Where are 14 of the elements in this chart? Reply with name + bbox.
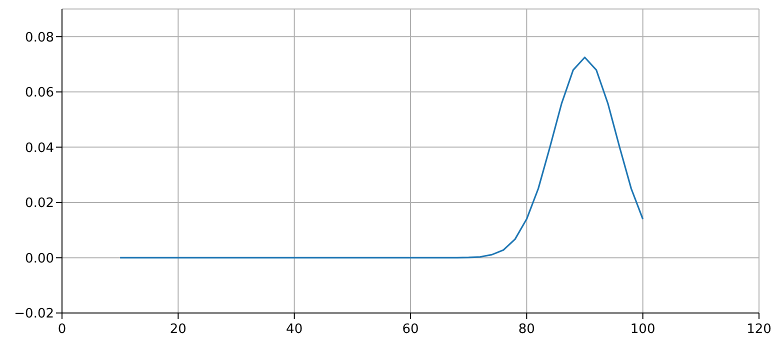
y-tick-label: 0.06: [25, 86, 54, 101]
x-tick-label: 20: [170, 322, 186, 337]
y-tick-label: 0.04: [25, 140, 54, 156]
x-tick-label: 60: [402, 322, 419, 337]
x-tick-label: 0: [58, 322, 66, 337]
x-tick-label: 80: [518, 322, 535, 337]
y-tick-label: 0.00: [25, 251, 54, 266]
y-tick-label: 0.08: [25, 30, 54, 46]
y-tick-label: 0.02: [25, 196, 54, 212]
y-tick-label: −0.02: [14, 306, 54, 322]
x-tick-label: 120: [746, 322, 772, 337]
x-tick-label: 40: [286, 322, 303, 337]
x-tick-label: 100: [630, 322, 656, 337]
line-series: [119, 56, 644, 259]
